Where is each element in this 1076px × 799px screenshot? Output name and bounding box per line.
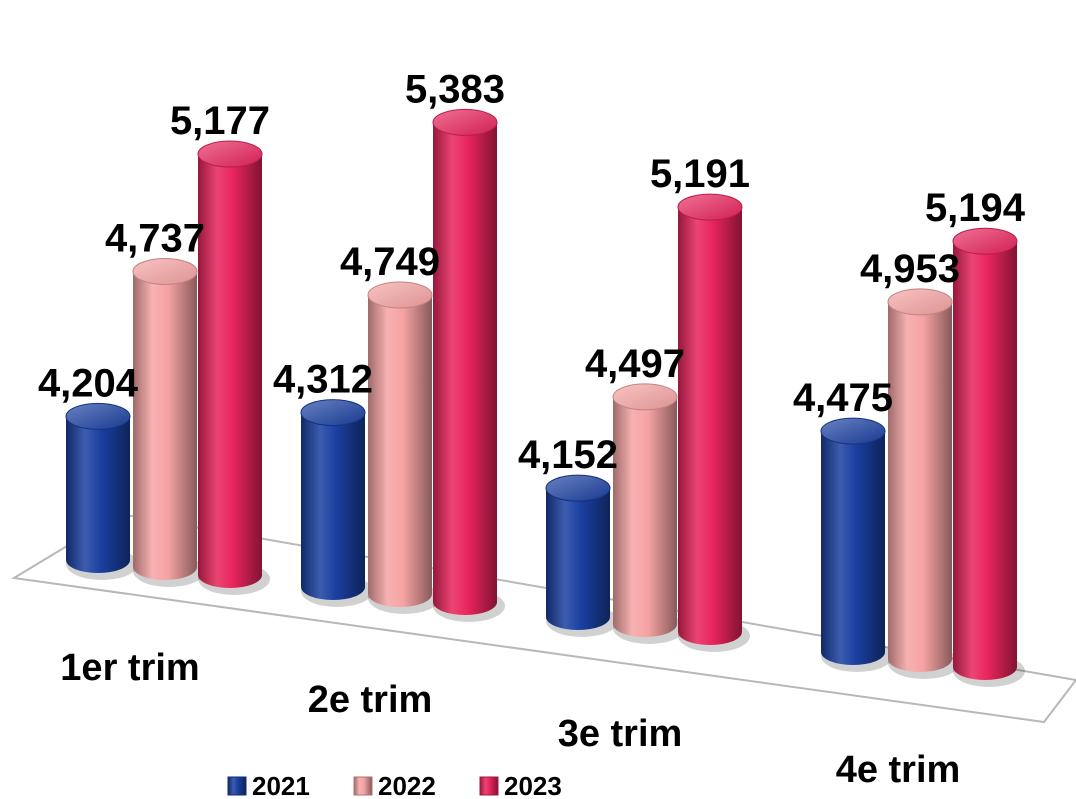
- bar-top: [545, 474, 611, 502]
- bar-top: [432, 108, 498, 136]
- value-label-2022-2: 4,497: [585, 342, 685, 386]
- bar-2021-0: [65, 402, 138, 580]
- legend-label: 2021: [252, 771, 310, 799]
- value-label-2021-2: 4,152: [518, 433, 618, 477]
- bar-body: [678, 207, 742, 645]
- category-label-1: 2e trim: [308, 679, 433, 721]
- value-label-2021-1: 4,312: [273, 358, 373, 402]
- bar-2021-3: [820, 417, 893, 672]
- category-label-3: 4e trim: [836, 749, 961, 791]
- bar-2023-0: [197, 140, 270, 595]
- legend-swatch: [353, 776, 373, 796]
- bar-body: [821, 431, 885, 665]
- bar-2022-1: [367, 281, 440, 614]
- bar-top: [367, 281, 433, 309]
- value-label-2021-0: 4,204: [38, 361, 139, 405]
- bar-top: [820, 417, 886, 445]
- bar-body: [953, 241, 1017, 680]
- value-label-2021-3: 4,475: [793, 376, 893, 420]
- category-label-0: 1er trim: [60, 647, 199, 689]
- value-label-2022-1: 4,749: [340, 240, 440, 284]
- value-label-2023-0: 5,177: [170, 99, 270, 143]
- legend-swatch: [227, 776, 247, 796]
- bar-body: [301, 412, 365, 600]
- bar-top: [197, 140, 263, 168]
- bar-body: [368, 295, 432, 607]
- bar-body: [433, 122, 497, 615]
- bar-body: [133, 271, 197, 580]
- value-label-2022-0: 4,737: [105, 216, 205, 260]
- bar-2021-2: [545, 474, 618, 637]
- value-label-2023-2: 5,191: [650, 152, 750, 196]
- value-label-2022-3: 4,953: [860, 247, 960, 291]
- category-label-2: 3e trim: [558, 713, 683, 755]
- bar-top: [65, 402, 131, 430]
- legend-swatch: [479, 776, 499, 796]
- bar-2023-2: [677, 193, 750, 652]
- category-axis: 1er trim 2e trim 3e trim 4e trim: [60, 647, 960, 791]
- value-label-2023-3: 5,194: [925, 186, 1026, 230]
- bar-top: [677, 193, 743, 221]
- legend-item-2022: 2022: [353, 771, 436, 799]
- bar-top: [300, 399, 366, 427]
- legend-label: 2022: [378, 771, 436, 799]
- value-label-2023-1: 5,383: [405, 67, 505, 111]
- bars-layer: [65, 108, 1025, 687]
- bar-top: [612, 383, 678, 411]
- bar-body: [66, 416, 130, 573]
- legend-item-2021: 2021: [227, 771, 310, 799]
- legend: 2021 2022 2023: [227, 771, 562, 799]
- bar-2022-2: [612, 383, 685, 644]
- bar-body: [198, 154, 262, 588]
- legend-label: 2023: [504, 771, 562, 799]
- value-labels-layer: 4,204 4,737 5,177 4,312 4,749 5,383 4,152 4,497…: [38, 67, 1026, 477]
- bar-2022-0: [132, 257, 205, 587]
- bar-body: [613, 396, 677, 637]
- legend-item-2023: 2023: [479, 771, 562, 799]
- bar-2022-3: [887, 288, 960, 679]
- bar-2023-3: [952, 227, 1025, 687]
- bar-top: [952, 227, 1018, 255]
- bar-2023-1: [432, 108, 505, 622]
- bar-top: [132, 257, 198, 285]
- bar-top: [887, 288, 953, 316]
- bar-body: [546, 488, 610, 630]
- bar-2021-1: [300, 399, 373, 607]
- bar-body: [888, 301, 952, 672]
